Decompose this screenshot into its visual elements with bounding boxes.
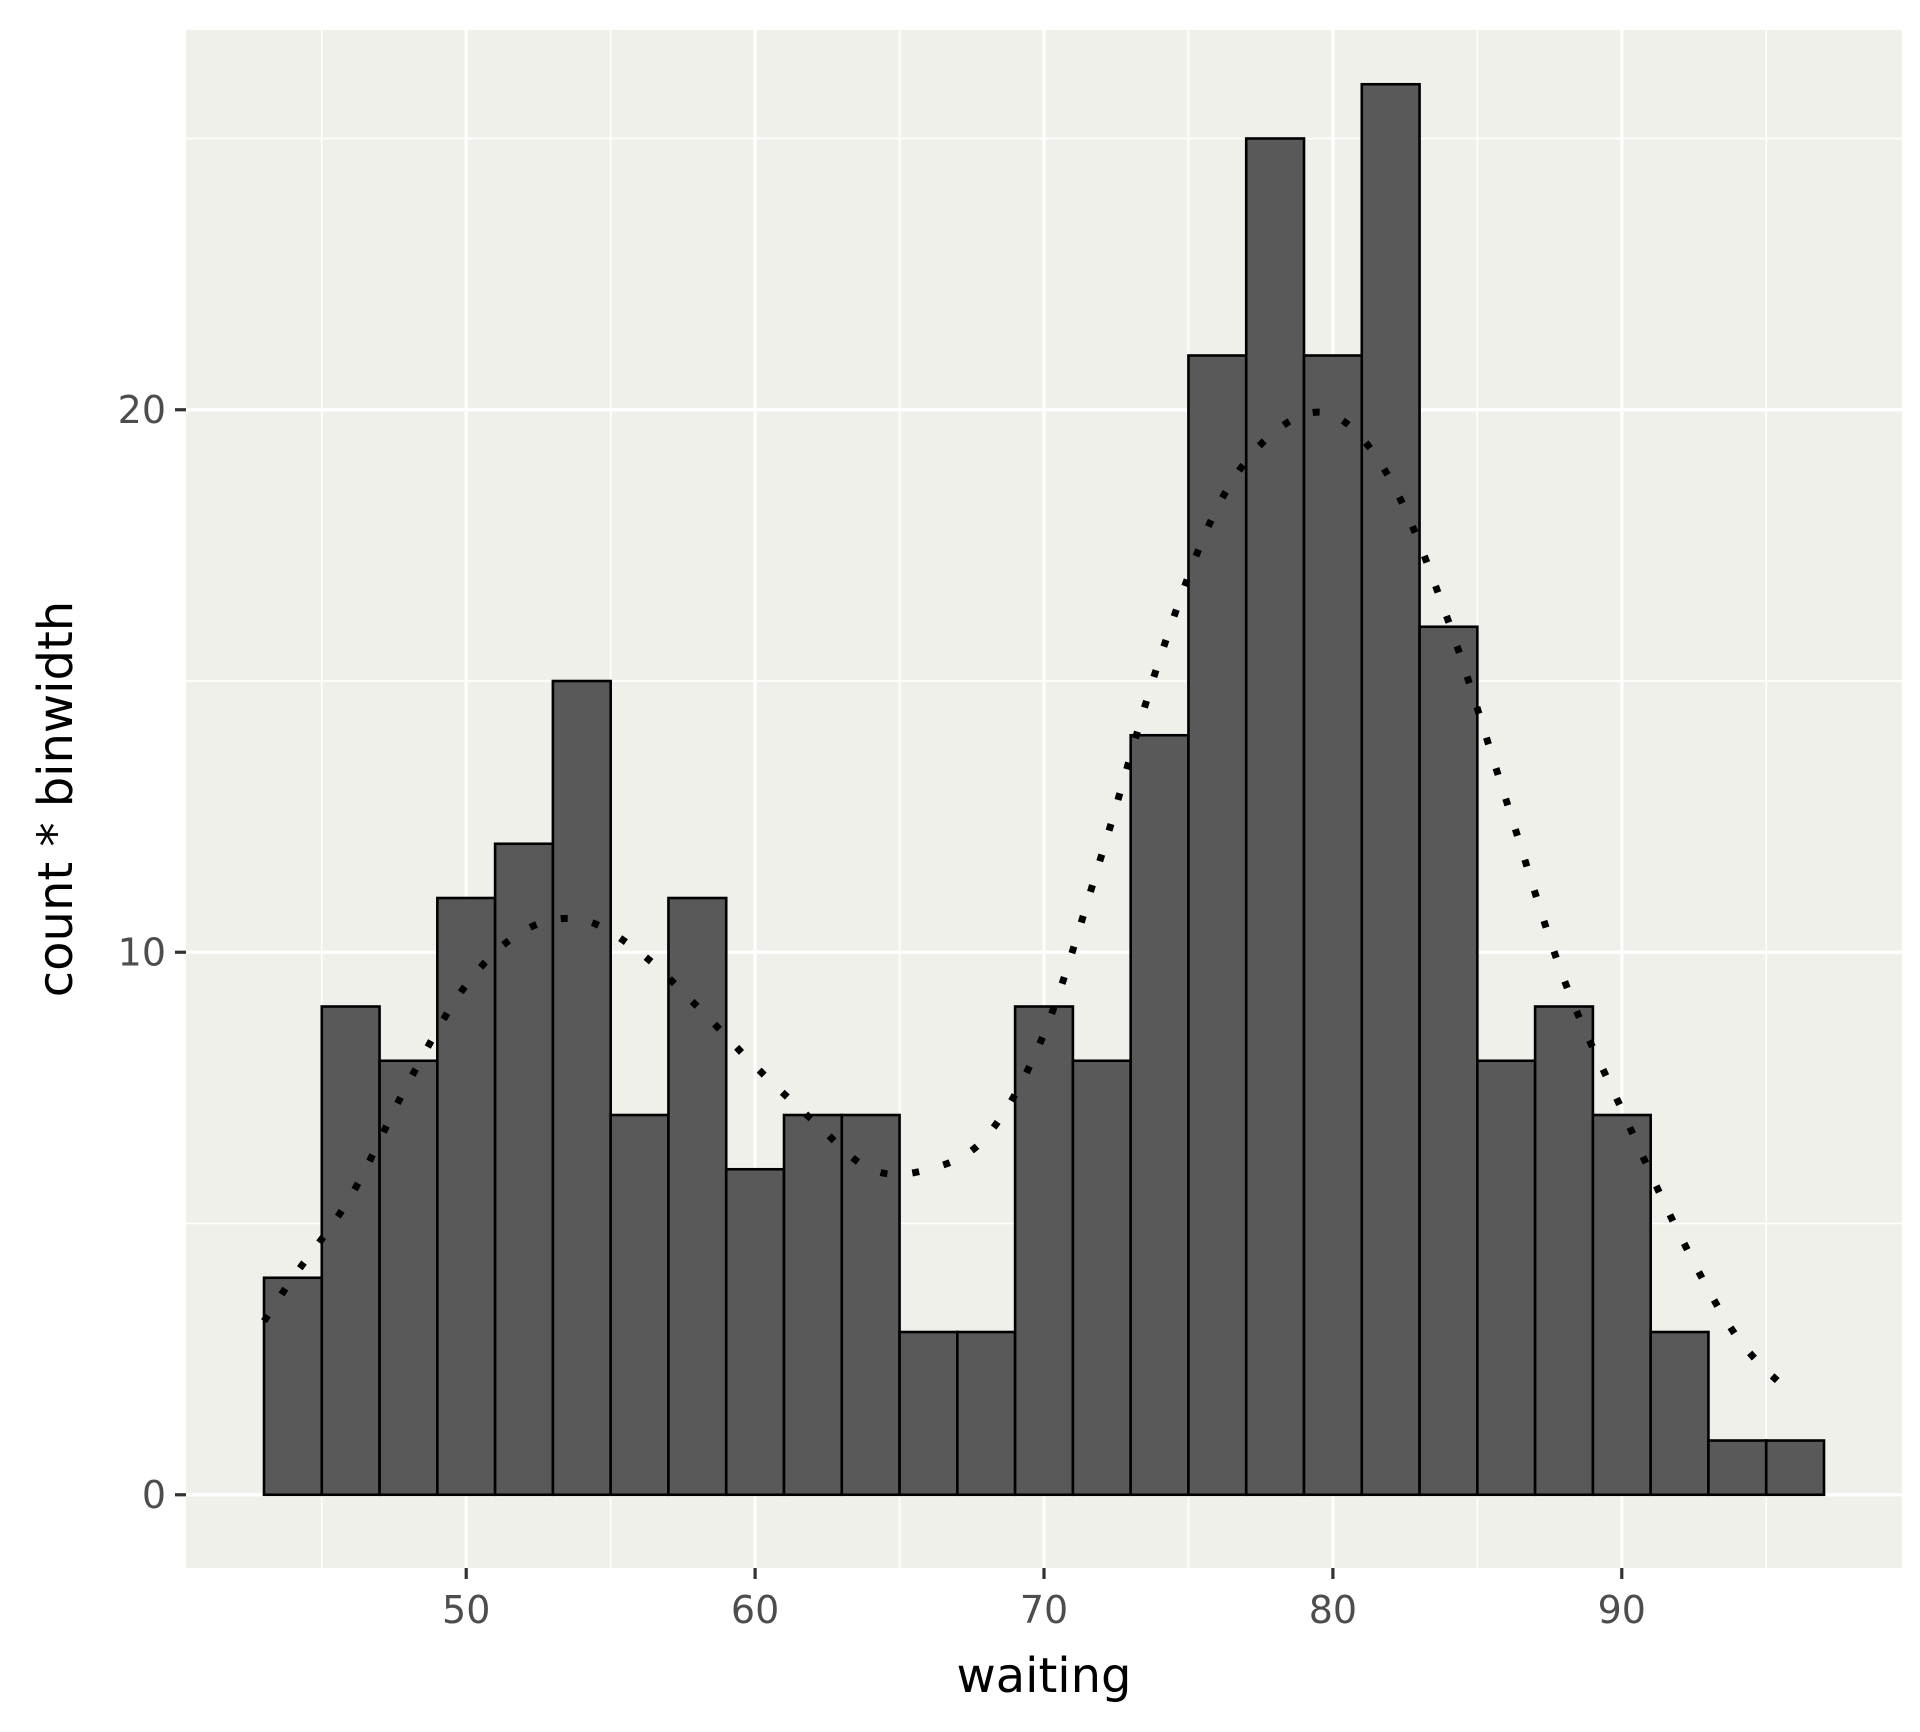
x-axis-ticks: 50 60 70 80 90 [442,1568,1646,1632]
histogram-bar [262,1276,324,1497]
histogram-bar [1013,1005,1075,1497]
histogram-bar [609,1113,670,1497]
histogram-bar [667,896,728,1497]
histogram-bar [1649,1330,1710,1497]
histogram-bar [956,1330,1017,1497]
histogram-bar [782,1113,844,1497]
histogram-bar [1071,1059,1132,1497]
y-axis-title: count * binwidth [28,601,84,997]
x-tick-label: 50 [442,1588,490,1632]
y-axis-ticks: 0 10 20 [118,388,186,1517]
histogram-bars [262,82,1826,1497]
density-curve [261,408,1798,1400]
histogram-bar [1591,1113,1652,1497]
histogram-bar [840,1113,901,1497]
histogram-bar [1418,625,1479,1497]
histogram-bar [1360,82,1421,1497]
histogram-bar [1129,733,1190,1497]
histogram-bar [436,896,497,1497]
histogram-bar [320,1005,381,1497]
histogram-bar [551,679,612,1497]
x-tick-label: 60 [731,1588,779,1632]
x-tick-label: 80 [1309,1588,1357,1632]
histogram-bar [1302,354,1364,1497]
histogram-bar [1533,1005,1595,1497]
y-tick-label: 20 [118,388,166,432]
histogram-bar [898,1330,959,1497]
histogram-bar [1187,354,1248,1497]
histogram-bar [378,1059,439,1497]
histogram-bar [1476,1059,1537,1497]
histogram-bar [1764,1439,1826,1497]
y-tick-label: 0 [142,1473,166,1517]
x-tick-label: 90 [1598,1588,1646,1632]
histogram-bar [1707,1439,1768,1497]
x-axis-title: waiting [956,1648,1131,1704]
x-tick-label: 70 [1020,1588,1068,1632]
histogram-bar [724,1167,786,1497]
y-tick-label: 10 [118,930,166,974]
histogram-bar [1244,137,1306,1497]
